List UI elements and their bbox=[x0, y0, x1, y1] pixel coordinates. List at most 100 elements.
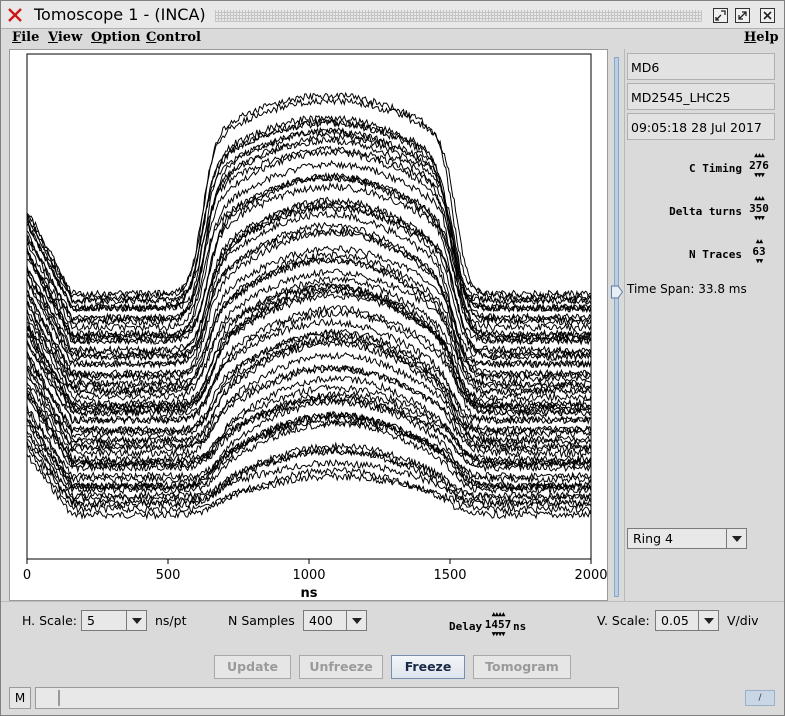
waterfall-plot[interactable]: 0 500 1000 1500 2000 ns bbox=[10, 50, 609, 602]
x-tick-label: 1500 bbox=[433, 568, 466, 583]
delta-turns-spinner[interactable]: ▲▲▲ 350 ▼▼▼ bbox=[746, 195, 772, 222]
delay-label: Delay bbox=[449, 620, 483, 633]
menu-view-mnemonic: V bbox=[48, 30, 58, 45]
delay-value[interactable]: 1457 bbox=[484, 618, 512, 631]
md-field: MD6 bbox=[627, 53, 775, 80]
ring-select-value: Ring 4 bbox=[633, 531, 673, 546]
delta-turns-label: Delta turns bbox=[669, 205, 742, 218]
minimize-icon[interactable] bbox=[713, 8, 728, 23]
maximize-icon[interactable] bbox=[735, 8, 750, 23]
c-timing-up-icon[interactable]: ▲▲▲ bbox=[754, 151, 765, 159]
window-title: Tomoscope 1 - (INCA) bbox=[34, 5, 206, 24]
trace-line bbox=[26, 383, 592, 464]
menu-option[interactable]: Option bbox=[91, 30, 140, 45]
trace-line bbox=[26, 282, 592, 411]
trace-line bbox=[26, 159, 592, 340]
tomogram-button[interactable]: Tomogram bbox=[473, 655, 571, 679]
c-timing-down-icon[interactable]: ▼▼▼ bbox=[754, 171, 765, 179]
chevron-down-icon[interactable] bbox=[698, 611, 718, 630]
trace-line bbox=[26, 221, 592, 380]
vscale-value: 0.05 bbox=[661, 613, 689, 628]
trace-line bbox=[26, 136, 592, 323]
trace-line bbox=[26, 309, 592, 426]
delay-spinner[interactable]: ▲▲▲▲ 1457 ▼▼▼▼ bbox=[482, 611, 514, 638]
nsamples-select[interactable]: 400 bbox=[303, 610, 367, 631]
menu-control-label: ontrol bbox=[156, 30, 201, 45]
trace-line bbox=[26, 145, 592, 327]
nsamples-value: 400 bbox=[309, 613, 333, 628]
menu-file[interactable]: File bbox=[12, 30, 39, 45]
c-timing-label: C Timing bbox=[689, 162, 742, 175]
trace-line bbox=[26, 290, 592, 412]
trace-line bbox=[26, 411, 592, 492]
menu-view[interactable]: View bbox=[48, 30, 82, 45]
delta-turns-down-icon[interactable]: ▼▼▼ bbox=[754, 214, 765, 222]
trace-line bbox=[26, 275, 591, 408]
trace-line bbox=[26, 430, 592, 501]
trace-line bbox=[26, 288, 592, 414]
c-timing-value[interactable]: 276 bbox=[749, 159, 769, 172]
slider-track[interactable] bbox=[614, 57, 619, 597]
n-traces-spinner[interactable]: ▲▲ 63 ▼▼ bbox=[746, 238, 772, 265]
menu-file-label: ile bbox=[21, 30, 40, 45]
trace-line bbox=[26, 440, 592, 510]
trace-line bbox=[26, 374, 592, 468]
chevron-down-icon[interactable] bbox=[346, 611, 366, 630]
slider-thumb[interactable] bbox=[611, 285, 623, 299]
trace-line bbox=[26, 250, 592, 391]
trace-line bbox=[26, 446, 592, 515]
x-axis-label: ns bbox=[301, 586, 318, 601]
trace-line bbox=[26, 410, 592, 492]
trace-line bbox=[26, 204, 592, 358]
close-icon[interactable] bbox=[760, 8, 775, 23]
vscale-select[interactable]: 0.05 bbox=[655, 610, 719, 631]
title-bar[interactable]: Tomoscope 1 - (INCA) bbox=[1, 1, 784, 29]
update-button[interactable]: Update bbox=[214, 655, 291, 679]
unfreeze-button[interactable]: Unfreeze bbox=[299, 655, 383, 679]
c-timing-spinner[interactable]: ▲▲▲ 276 ▼▼▼ bbox=[746, 152, 772, 179]
mode-indicator[interactable]: M bbox=[9, 687, 31, 709]
menu-help-mnemonic: H bbox=[744, 30, 757, 45]
n-traces-down-icon[interactable]: ▼▼ bbox=[755, 257, 763, 265]
ring-select[interactable]: Ring 4 bbox=[627, 528, 747, 549]
trace-line bbox=[26, 171, 592, 341]
menu-view-label: iew bbox=[57, 30, 83, 45]
trace-line bbox=[26, 268, 592, 396]
menu-control[interactable]: Control bbox=[146, 30, 201, 45]
delta-turns-value[interactable]: 350 bbox=[749, 202, 769, 215]
trace-line bbox=[26, 393, 592, 474]
trace-slider[interactable] bbox=[611, 57, 623, 597]
trace-line bbox=[26, 226, 592, 369]
cycle-field: MD2545_LHC25 bbox=[627, 83, 775, 110]
trace-line bbox=[26, 114, 592, 307]
hscale-value: 5 bbox=[87, 613, 95, 628]
resize-grip[interactable]: / bbox=[745, 690, 775, 706]
freeze-button[interactable]: Freeze bbox=[391, 655, 465, 679]
n-traces-value[interactable]: 63 bbox=[752, 245, 766, 258]
vscale-unit: V/div bbox=[727, 613, 759, 628]
nsamples-label: N Samples bbox=[228, 613, 295, 628]
delay-up-icon[interactable]: ▲▲▲▲ bbox=[491, 610, 506, 618]
menu-help[interactable]: Help bbox=[744, 30, 779, 45]
menu-help-label: elp bbox=[756, 30, 779, 45]
trace-line bbox=[26, 329, 592, 436]
n-traces-up-icon[interactable]: ▲▲ bbox=[755, 237, 763, 245]
trace-line bbox=[26, 418, 592, 496]
scale-controls bbox=[1, 601, 784, 643]
time-span-label: Time Span: 33.8 ms bbox=[627, 282, 747, 296]
trace-line bbox=[26, 203, 592, 361]
chevron-down-icon[interactable] bbox=[126, 611, 146, 630]
chevron-down-icon[interactable] bbox=[726, 529, 746, 548]
x-tick-label: 500 bbox=[156, 568, 181, 583]
delay-unit: ns bbox=[513, 620, 527, 633]
plot-panel[interactable]: 0 500 1000 1500 2000 ns bbox=[9, 49, 608, 601]
n-traces-label: N Traces bbox=[689, 248, 742, 261]
menu-file-mnemonic: F bbox=[12, 30, 22, 45]
hscale-select[interactable]: 5 bbox=[81, 610, 147, 631]
trace-line bbox=[26, 281, 592, 403]
x-tick-label: 2000 bbox=[574, 568, 607, 583]
delay-down-icon[interactable]: ▼▼▼▼ bbox=[491, 630, 506, 638]
delta-turns-up-icon[interactable]: ▲▲▲ bbox=[754, 194, 765, 202]
trace-line bbox=[26, 91, 592, 299]
status-divider bbox=[58, 690, 60, 706]
